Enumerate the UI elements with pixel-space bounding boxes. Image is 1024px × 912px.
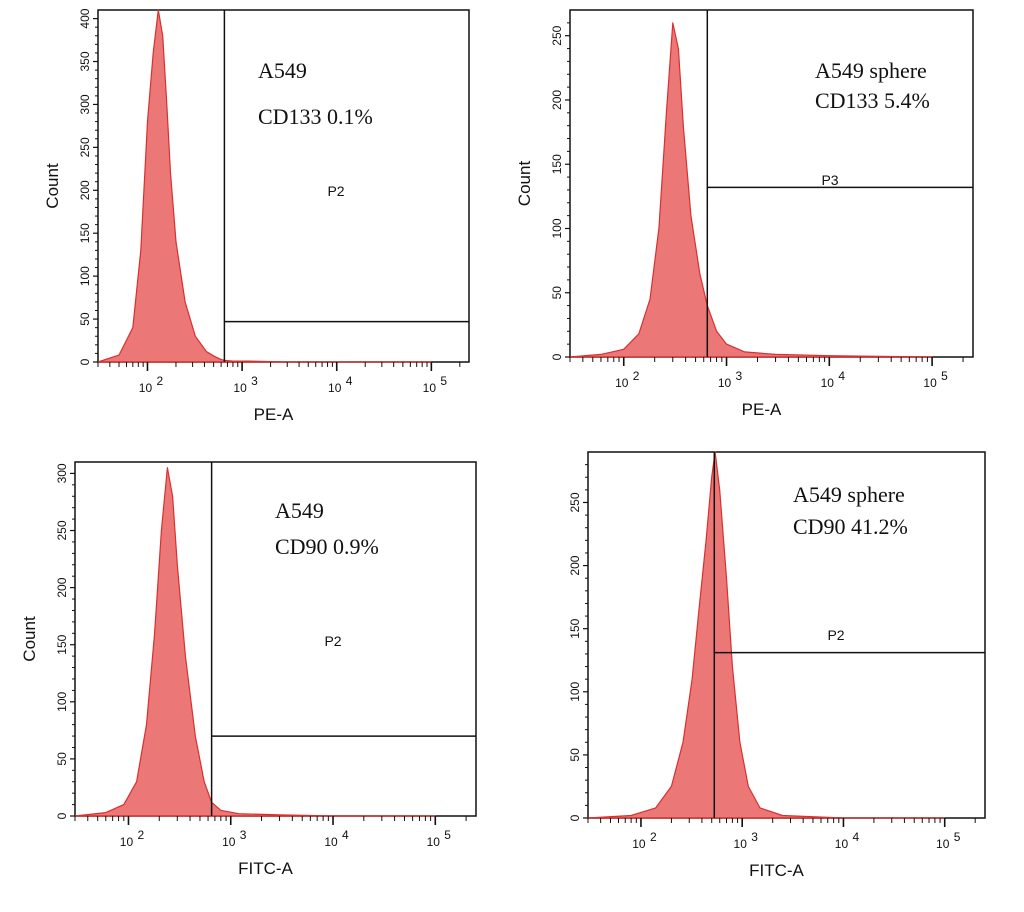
- x-tick-label-exponent: 2: [650, 830, 657, 844]
- sample-label: A549 sphere: [793, 482, 905, 507]
- x-tick-label-exponent: 5: [440, 374, 447, 388]
- y-axis-title: Count: [20, 616, 39, 662]
- x-tick-label-base: 10: [718, 376, 732, 390]
- x-tick-label-base: 10: [222, 835, 236, 849]
- x-tick-label-exponent: 2: [156, 374, 163, 388]
- y-tick-label: 150: [78, 223, 92, 243]
- x-tick-label-exponent: 5: [444, 828, 451, 842]
- gate-label: P2: [827, 627, 844, 643]
- y-tick-label: 0: [55, 812, 69, 819]
- sample-label: A549 sphere: [815, 58, 927, 83]
- y-tick-label: 300: [78, 94, 92, 114]
- x-tick-label-exponent: 5: [954, 830, 961, 844]
- gate-label: P2: [327, 183, 344, 199]
- y-tick-label: 50: [78, 312, 92, 326]
- y-tick-label: 100: [78, 266, 92, 286]
- y-tick-label: 200: [78, 180, 92, 200]
- sample-label: A549: [258, 58, 307, 83]
- y-tick-label: 350: [78, 51, 92, 71]
- x-tick-label-exponent: 4: [342, 828, 349, 842]
- x-tick-label-exponent: 4: [346, 374, 353, 388]
- x-tick-label-base: 10: [734, 837, 748, 851]
- x-axis-title: FITC-A: [749, 861, 804, 880]
- y-tick-label: 250: [550, 25, 564, 45]
- x-tick-label-base: 10: [427, 835, 441, 849]
- y-tick-label: 200: [55, 577, 69, 597]
- y-tick-label: 0: [78, 358, 92, 365]
- x-tick-label-exponent: 3: [251, 374, 258, 388]
- gate-label: P2: [324, 633, 341, 649]
- x-tick-label-base: 10: [328, 381, 342, 395]
- y-tick-label: 100: [55, 691, 69, 711]
- x-tick-label-base: 10: [615, 376, 629, 390]
- histogram-area: [97, 9, 432, 363]
- y-tick-label: 200: [568, 555, 582, 575]
- x-tick-label-base: 10: [120, 835, 134, 849]
- x-tick-label-base: 10: [923, 376, 937, 390]
- y-tick-label: 100: [550, 218, 564, 238]
- y-tick-label: 150: [568, 618, 582, 638]
- y-tick-label: 400: [78, 8, 92, 28]
- sample-label: A549: [275, 498, 324, 523]
- x-axis-title: FITC-A: [238, 859, 293, 878]
- x-axis-title: PE-A: [742, 400, 782, 419]
- histogram-area: [569, 22, 933, 358]
- y-tick-label: 50: [568, 748, 582, 762]
- x-axis-title: PE-A: [254, 405, 294, 424]
- y-tick-label: 50: [55, 752, 69, 766]
- y-tick-label: 250: [78, 137, 92, 157]
- x-tick-label-exponent: 2: [137, 828, 144, 842]
- x-tick-label-base: 10: [632, 837, 646, 851]
- y-tick-label: 250: [568, 492, 582, 512]
- y-tick-label: 200: [550, 90, 564, 110]
- x-tick-label-base: 10: [936, 837, 950, 851]
- x-tick-label-base: 10: [423, 381, 437, 395]
- y-tick-label: 0: [568, 814, 582, 821]
- y-tick-label: 0: [550, 353, 564, 360]
- marker-percentage-label: CD133 0.1%: [258, 104, 373, 129]
- x-tick-label-base: 10: [139, 381, 153, 395]
- x-tick-label-exponent: 4: [838, 369, 845, 383]
- x-tick-label-base: 10: [835, 837, 849, 851]
- gate-label: P3: [821, 172, 838, 188]
- x-tick-label-base: 10: [821, 376, 835, 390]
- x-tick-label-exponent: 4: [852, 830, 859, 844]
- marker-percentage-label: CD90 0.9%: [275, 534, 379, 559]
- x-tick-label-exponent: 3: [751, 830, 758, 844]
- histogram-area: [587, 451, 946, 819]
- x-tick-label-exponent: 2: [633, 369, 640, 383]
- y-axis-title: Count: [515, 161, 534, 207]
- plot-frame: [587, 451, 986, 819]
- x-tick-label-base: 10: [324, 835, 338, 849]
- y-tick-label: 150: [55, 634, 69, 654]
- y-tick-label: 300: [55, 463, 69, 483]
- y-tick-label: 250: [55, 520, 69, 540]
- x-tick-label-exponent: 3: [736, 369, 743, 383]
- y-tick-label: 50: [550, 286, 564, 300]
- y-tick-label: 150: [550, 154, 564, 174]
- y-axis-title: Count: [43, 163, 62, 209]
- y-tick-label: 100: [568, 681, 582, 701]
- marker-percentage-label: CD133 5.4%: [815, 88, 930, 113]
- x-tick-label-exponent: 3: [240, 828, 247, 842]
- x-tick-label-base: 10: [233, 381, 247, 395]
- x-tick-label-exponent: 5: [941, 369, 948, 383]
- marker-percentage-label: CD90 41.2%: [793, 514, 908, 539]
- histogram-area: [74, 467, 436, 817]
